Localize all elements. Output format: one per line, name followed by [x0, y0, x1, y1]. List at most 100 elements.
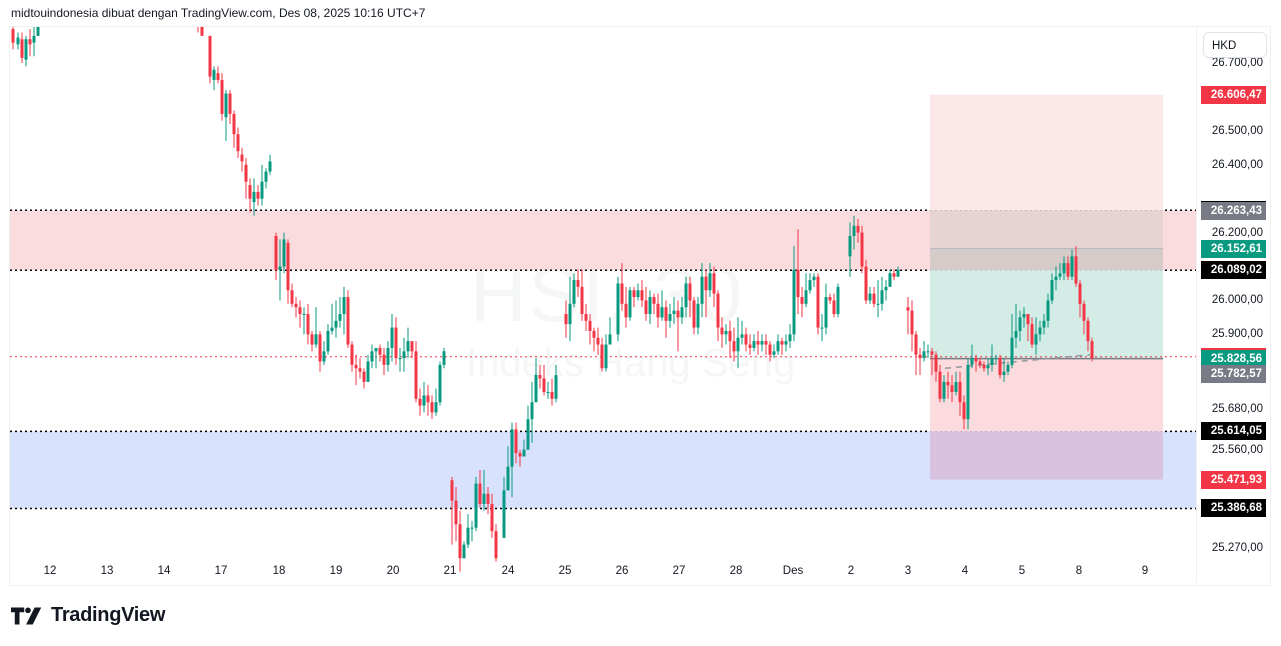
candle-up [990, 358, 994, 365]
candle-up [1054, 276, 1058, 281]
currency-button[interactable]: HKD [1203, 32, 1267, 58]
candle-down [228, 93, 232, 114]
candle-up [836, 286, 840, 315]
candle-down [1074, 256, 1078, 284]
candle-down [1086, 320, 1090, 342]
candle-up [1038, 327, 1042, 335]
candle-down [864, 266, 868, 301]
candle-down [998, 358, 1002, 376]
candle-up [36, 27, 40, 36]
price-tag: 26.152,61 [1201, 239, 1266, 258]
candle-down [244, 164, 248, 182]
candle-up [994, 358, 998, 360]
candle-down [712, 273, 716, 294]
position-target-area [930, 94, 1163, 211]
candle-down [704, 276, 708, 291]
candle-down [216, 73, 220, 80]
candle-up [212, 69, 216, 80]
candle-down [394, 327, 398, 359]
candle-down [200, 27, 204, 36]
chart-plot-area[interactable]: HSI, 30 Indeks Hang Seng [10, 27, 1196, 583]
candle-up [824, 297, 828, 328]
position-target-overlap [930, 210, 1163, 249]
candle-up [546, 392, 550, 394]
candle-down [11, 29, 15, 43]
candle-down [656, 303, 660, 318]
candle-up [224, 93, 228, 118]
candle-up [1050, 280, 1054, 301]
time-axis-label: 25 [558, 565, 572, 577]
candle-down [832, 300, 836, 315]
candle-up [672, 310, 676, 315]
candle-up [334, 320, 338, 328]
price-axis-label: 26.500,00 [1211, 124, 1263, 137]
candle-up [954, 381, 958, 393]
candle-down [676, 310, 680, 318]
candle-up [736, 337, 740, 352]
candle-up [526, 419, 530, 450]
price-axis-label: 25.560,00 [1211, 443, 1263, 456]
candle-up [406, 341, 410, 352]
candle-up [474, 483, 478, 528]
candle-down [584, 314, 588, 321]
candle-up [876, 303, 880, 305]
price-tag: 26.606,47 [1201, 85, 1266, 104]
candle-up [260, 181, 264, 199]
candle-up [792, 269, 796, 335]
time-axis-label: 24 [501, 565, 515, 577]
time-axis-label: 27 [672, 565, 686, 577]
candle-down [1082, 303, 1086, 321]
price-tag-value: 26.606,47 [1210, 88, 1262, 101]
candle-up [696, 303, 700, 328]
candle-down [974, 358, 978, 362]
candle-down [236, 134, 240, 152]
candle-down [692, 300, 696, 328]
candle-down [576, 280, 580, 287]
time-axis-label: 9 [1141, 565, 1149, 577]
candle-down [256, 191, 260, 199]
candle-up [772, 351, 776, 355]
candle-down [240, 154, 244, 162]
candle-down [378, 347, 382, 355]
candle-up [740, 334, 744, 338]
candle-up [572, 280, 576, 304]
time-axis-label: 28 [729, 565, 743, 577]
price-tag-value: 25.386,68 [1210, 502, 1262, 515]
candle-down [382, 354, 386, 365]
candlestick-chart[interactable] [10, 27, 1196, 583]
tradingview-logo[interactable]: TradingView [11, 604, 165, 627]
time-axis-label: 21 [443, 565, 457, 577]
candle-up [970, 358, 974, 365]
price-tag-value: 25.782,57 [1210, 368, 1262, 381]
candle-down [430, 402, 434, 413]
candle-down [310, 334, 314, 345]
candle-down [914, 334, 918, 355]
candle-down [542, 378, 546, 393]
candle-up [322, 351, 326, 362]
candle-up [700, 276, 704, 304]
time-axis-label: 12 [43, 565, 57, 577]
time-axis-label: 13 [100, 565, 114, 577]
candle-down [518, 453, 522, 457]
candle-down [934, 354, 938, 372]
candle-down [486, 493, 490, 504]
candle-down [962, 402, 966, 420]
candle-up [330, 327, 334, 331]
candle-down [906, 307, 910, 311]
time-axis[interactable]: 12 13 14 17 18 19 20 21 24 25 26 27 28 Des 2 3 4 5 8 9 [10, 560, 1196, 584]
candle-down [454, 500, 458, 525]
candle-up [776, 341, 780, 352]
candle-up [1042, 320, 1046, 328]
time-axis-label: 20 [386, 565, 400, 577]
candle-down [872, 293, 876, 304]
candle-up [470, 527, 474, 529]
candle-up [760, 341, 764, 345]
candle-down [728, 330, 732, 342]
candle-up [438, 364, 442, 403]
time-axis-label: 2 [847, 565, 855, 577]
candle-down [232, 113, 236, 135]
candle-up [510, 429, 514, 467]
position-stop-overlap [930, 431, 1163, 480]
candle-up [804, 290, 808, 304]
time-axis-label: 4 [961, 565, 969, 577]
